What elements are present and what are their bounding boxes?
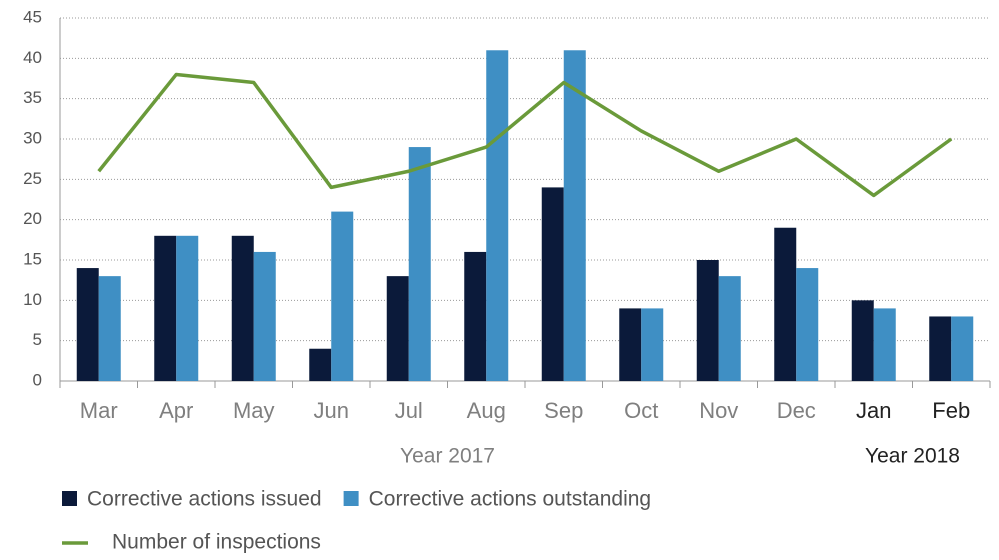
x-tick-label: Sep [544, 398, 583, 423]
bar [386, 276, 409, 381]
bar [718, 276, 741, 381]
x-tick-label: Feb [932, 398, 970, 423]
y-tick-label: 10 [23, 290, 42, 309]
bar [464, 251, 487, 381]
bar [951, 316, 974, 381]
x-tick-label: Jun [314, 398, 349, 423]
y-tick-label: 25 [23, 169, 42, 188]
bar [486, 50, 509, 382]
x-tick-label: Aug [467, 398, 506, 423]
x-tick-label: May [233, 398, 275, 423]
bar [929, 316, 952, 381]
x-tick-label: Jan [856, 398, 891, 423]
bar [98, 276, 121, 381]
legend-label: Number of inspections [112, 531, 321, 554]
bar [231, 235, 254, 381]
legend-swatch [343, 491, 359, 506]
x-tick-label: Oct [624, 398, 658, 423]
line [97, 72, 953, 198]
y-tick-label: 0 [33, 370, 42, 389]
x-tick-label: Apr [159, 398, 193, 423]
y-tick-label: 35 [23, 88, 42, 107]
x-tick-label: Mar [80, 398, 118, 423]
bar [541, 187, 564, 381]
bar [851, 300, 874, 381]
legend-label: Corrective actions issued [87, 488, 322, 511]
bar [408, 147, 431, 381]
bar [619, 308, 642, 381]
bar [873, 308, 896, 381]
bar [696, 260, 719, 381]
x-tick-label: Dec [777, 398, 816, 423]
group-label: Year 2017 [400, 445, 495, 468]
bar [331, 211, 354, 381]
group-label: Year 2018 [865, 445, 960, 468]
bar [176, 235, 199, 381]
bar [154, 235, 177, 381]
x-tick-label: Jul [395, 398, 423, 423]
y-tick-label: 15 [23, 249, 42, 268]
bar [796, 268, 819, 381]
bar [309, 348, 332, 381]
x-tick-label: Nov [699, 398, 738, 423]
bar [76, 268, 99, 381]
y-tick-label: 5 [33, 330, 42, 349]
y-tick-label: 30 [23, 128, 42, 147]
bar [641, 308, 664, 381]
legend-label: Corrective actions outstanding [369, 488, 652, 511]
bar [774, 227, 797, 381]
bar [563, 50, 586, 382]
y-tick-label: 45 [23, 7, 42, 26]
y-tick-label: 40 [23, 48, 42, 67]
y-tick-label: 20 [23, 209, 42, 228]
bar [253, 251, 276, 381]
legend-swatch [62, 491, 77, 506]
